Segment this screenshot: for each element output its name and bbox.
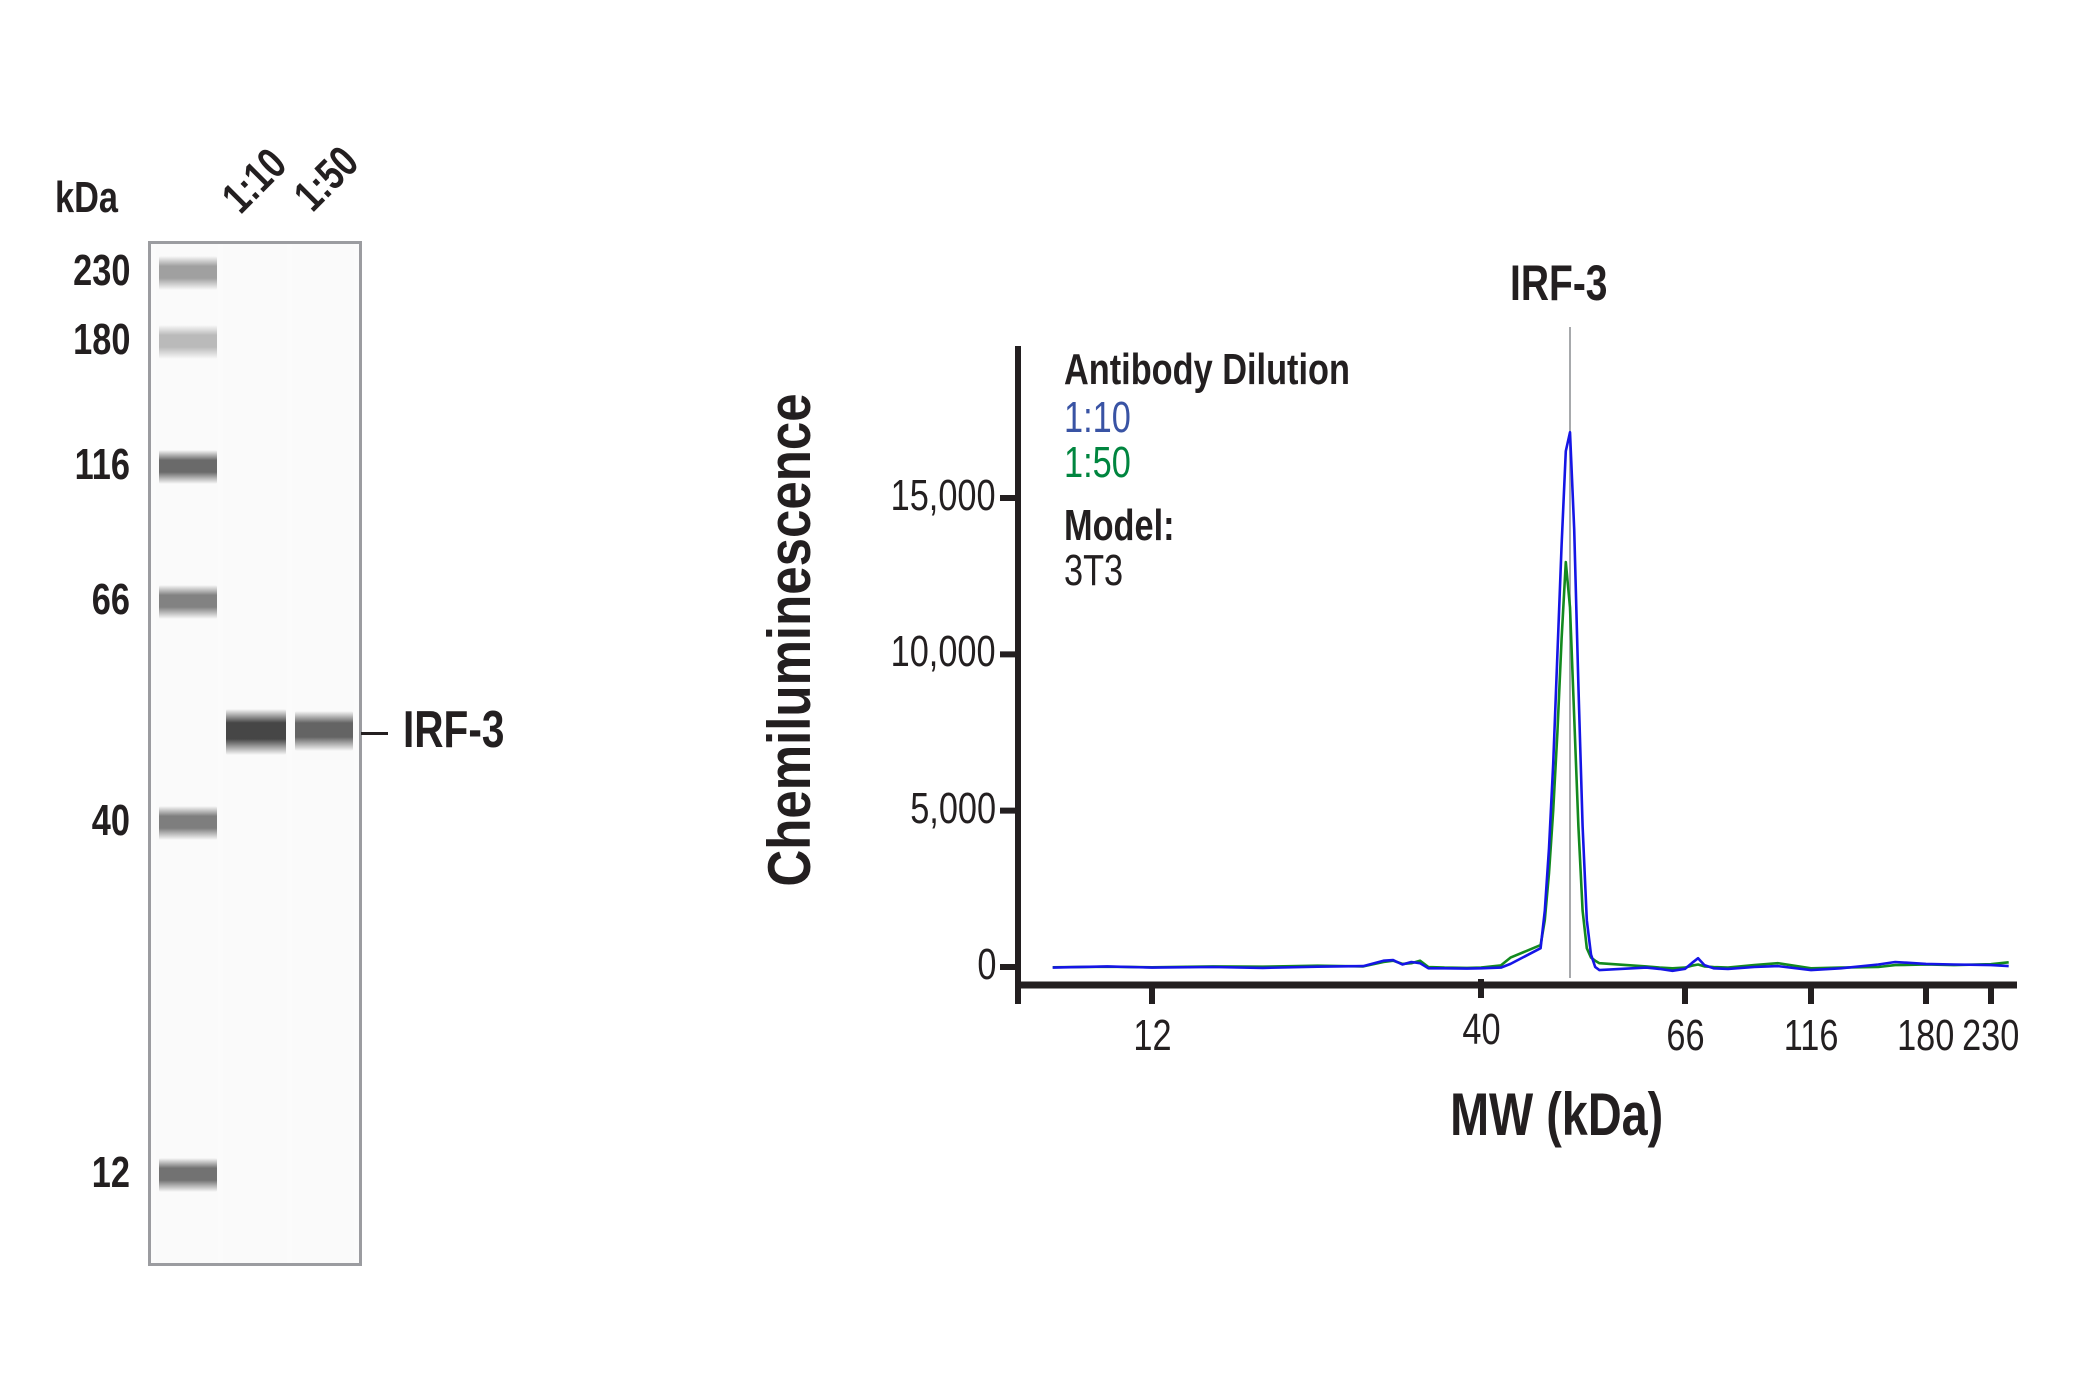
gel-image bbox=[148, 241, 362, 1266]
chart-axes bbox=[1000, 346, 2017, 1004]
y-tick-label: 0 bbox=[976, 940, 996, 989]
x-tick-label: 230 bbox=[1962, 1011, 2020, 1060]
ladder-band-40 bbox=[159, 806, 217, 840]
x-axis-label: MW (kDa) bbox=[1450, 1081, 1664, 1148]
y-axis-label: Chemiluminescence bbox=[756, 393, 823, 887]
y-tick-label: 10,000 bbox=[891, 627, 996, 677]
ladder-band-12 bbox=[159, 1158, 217, 1192]
gel-ladder-lane bbox=[156, 244, 218, 1263]
marker-label-12: 12 bbox=[91, 1148, 130, 1197]
ladder-band-230 bbox=[159, 256, 217, 290]
x-tick-label: 12 bbox=[1132, 1011, 1172, 1060]
gel-lane-2 bbox=[292, 244, 354, 1263]
ladder-band-116 bbox=[159, 450, 217, 484]
trace-1-10 bbox=[1052, 430, 2009, 973]
marker-label-230: 230 bbox=[72, 246, 130, 295]
y-tick-label: 15,000 bbox=[891, 471, 996, 520]
marker-label-66: 66 bbox=[91, 575, 130, 624]
trace-1-50 bbox=[1052, 560, 2009, 970]
x-tick-label: 180 bbox=[1897, 1011, 1955, 1060]
legend-heading: Antibody Dilution bbox=[1064, 345, 1350, 394]
gel-target-label: IRF-3 bbox=[403, 701, 505, 759]
chart-title: IRF-3 bbox=[1510, 255, 1608, 311]
y-tick-label: 5,000 bbox=[910, 783, 996, 833]
x-tick-label: 40 bbox=[1461, 1005, 1501, 1054]
legend-model-heading: Model: bbox=[1064, 501, 1175, 550]
legend-series-1-50: 1:50 bbox=[1064, 438, 1131, 487]
legend-series-1-10: 1:10 bbox=[1064, 393, 1131, 442]
ladder-band-180 bbox=[159, 325, 217, 359]
marker-label-116: 116 bbox=[74, 440, 130, 489]
x-tick-label: 116 bbox=[1783, 1011, 1839, 1060]
gel-unit-label: kDa bbox=[55, 173, 118, 222]
target-band-lane-1 bbox=[226, 709, 286, 755]
chart-traces bbox=[1052, 430, 2009, 973]
marker-label-40: 40 bbox=[91, 796, 130, 845]
marker-label-180: 180 bbox=[72, 315, 130, 364]
legend-model-value: 3T3 bbox=[1064, 546, 1124, 595]
target-band-lane-2 bbox=[295, 711, 353, 751]
ladder-band-66 bbox=[159, 585, 217, 619]
target-band-pointer bbox=[361, 732, 388, 735]
x-tick-label: 66 bbox=[1665, 1011, 1705, 1060]
